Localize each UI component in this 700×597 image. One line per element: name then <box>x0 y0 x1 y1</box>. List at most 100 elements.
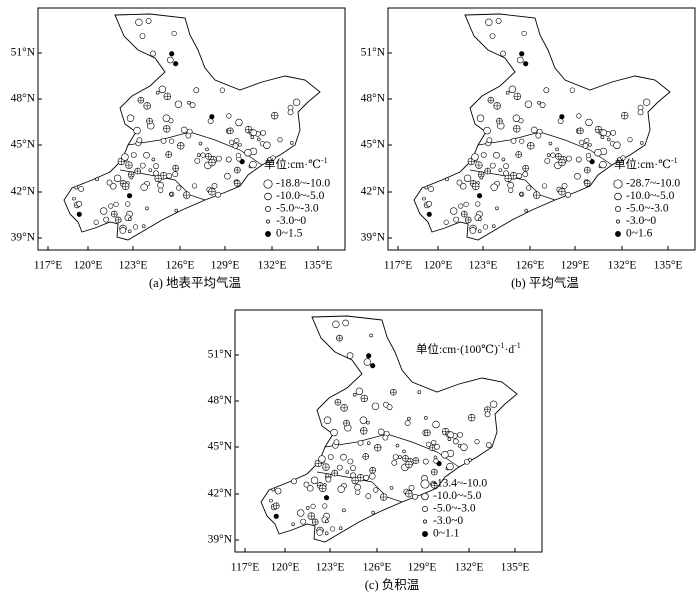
station-cross <box>513 125 521 133</box>
station-cross <box>467 158 475 165</box>
y-tick-label: 39°N <box>208 534 233 546</box>
station <box>485 442 492 448</box>
station <box>108 203 114 209</box>
station <box>167 56 174 64</box>
station <box>469 227 477 234</box>
map-frame <box>37 7 346 251</box>
caption: (b) 平均气温 <box>511 275 579 290</box>
x-tick-label: 132°E <box>608 260 637 272</box>
station-cross <box>172 165 179 172</box>
station <box>106 179 113 186</box>
station <box>330 428 338 437</box>
legend-symbol <box>420 479 430 489</box>
station-cross <box>273 502 280 509</box>
legend-symbol <box>421 492 429 501</box>
legend-label: -10.0~-5.0 <box>433 490 482 502</box>
station <box>323 495 330 501</box>
station <box>324 531 329 536</box>
station <box>489 400 498 409</box>
station <box>176 185 182 191</box>
station <box>139 162 146 169</box>
legend-label: -18.8~-10.0 <box>276 178 330 190</box>
station <box>133 126 141 135</box>
station <box>189 102 196 109</box>
station <box>249 160 257 169</box>
station-cross <box>351 477 359 484</box>
station <box>477 229 482 234</box>
station <box>392 454 399 461</box>
station-cross <box>137 97 144 104</box>
station <box>332 320 340 329</box>
x-tick-label: 135°E <box>501 562 530 574</box>
station <box>575 156 582 163</box>
station <box>342 319 349 327</box>
station <box>327 454 334 460</box>
station <box>519 138 525 144</box>
x-tick-label: 129°E <box>561 260 590 272</box>
station <box>345 470 350 474</box>
legend-label: -5.0~-3.0 <box>276 203 319 215</box>
station <box>501 157 506 162</box>
station <box>642 98 651 107</box>
station <box>426 211 432 217</box>
x-tick-label: 120°E <box>74 260 103 272</box>
station <box>128 217 132 222</box>
station <box>398 455 402 459</box>
station-cross <box>558 159 566 166</box>
station <box>198 141 203 146</box>
station <box>449 207 458 215</box>
station <box>352 392 357 397</box>
station <box>196 153 201 157</box>
station <box>174 100 183 108</box>
station-cross <box>487 97 494 104</box>
y-tick-label: 48°N <box>208 395 233 407</box>
station-cross <box>183 191 191 199</box>
station <box>541 183 548 189</box>
x-tick-label: 117°E <box>231 562 259 574</box>
station <box>355 387 364 396</box>
station <box>377 428 385 436</box>
station <box>463 201 469 207</box>
station <box>180 126 188 134</box>
station <box>162 114 171 122</box>
station <box>489 162 496 169</box>
station <box>191 183 198 189</box>
station <box>310 503 316 509</box>
y-tick-label: 45°N <box>11 139 36 151</box>
station <box>366 353 372 359</box>
station <box>544 157 551 164</box>
station-cross <box>484 168 491 175</box>
station <box>260 129 266 136</box>
station-cross <box>143 102 151 110</box>
station <box>224 172 231 180</box>
x-tick-label: 123°E <box>119 260 148 272</box>
station-cross <box>319 484 327 492</box>
caption: (a) 地表平均气温 <box>149 275 241 290</box>
station <box>158 85 167 94</box>
station <box>479 175 484 180</box>
station <box>483 126 491 135</box>
station <box>471 153 479 161</box>
station <box>516 172 523 179</box>
station <box>524 100 533 108</box>
station <box>244 149 252 157</box>
station <box>172 171 179 178</box>
station <box>323 416 332 424</box>
station <box>365 493 372 500</box>
station <box>382 434 389 441</box>
station-cross <box>555 153 562 160</box>
map-frame <box>234 309 543 553</box>
station-cross <box>362 453 369 460</box>
y-tick-label: 51°N <box>208 349 233 361</box>
station <box>355 489 361 495</box>
station <box>600 135 605 139</box>
station <box>342 508 346 513</box>
station <box>519 192 524 196</box>
station <box>333 439 340 446</box>
station-cross <box>431 469 438 476</box>
station <box>235 152 242 159</box>
station <box>371 510 376 515</box>
legend-symbol <box>615 231 621 237</box>
map-frame <box>387 7 696 251</box>
